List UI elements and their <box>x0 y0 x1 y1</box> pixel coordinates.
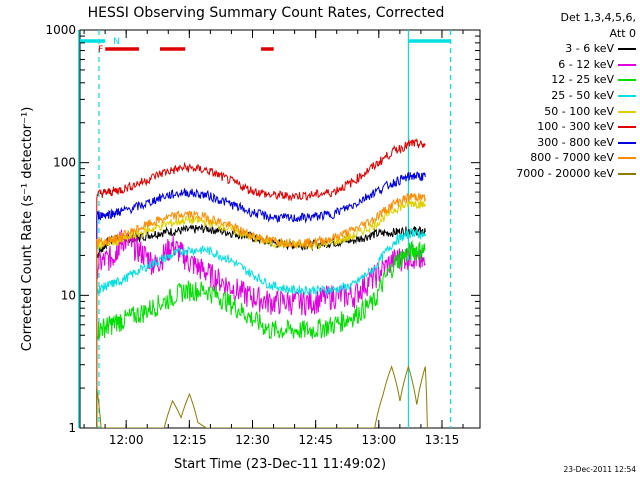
x-tick-label: 13:15 <box>425 433 460 447</box>
y-axis: 1 10 100 1000 <box>45 23 480 435</box>
legend-entry: 50 - 100 keV <box>480 104 636 120</box>
flag-label-N: N <box>113 37 120 47</box>
legend-entry: 6 - 12 keV <box>480 57 636 73</box>
legend-swatch <box>618 94 636 97</box>
legend-label: 50 - 100 keV <box>544 104 614 118</box>
y-tick-label: 1000 <box>45 23 76 37</box>
legend-swatch <box>618 141 636 144</box>
legend-entry: 12 - 25 keV <box>480 72 636 88</box>
series-layer <box>96 138 428 428</box>
series-line-6 <box>96 138 426 428</box>
flag-label-F: F <box>98 45 103 55</box>
x-axis-label: Start Time (23-Dec-11 11:49:02) <box>174 457 386 472</box>
x-tick-label: 13:00 <box>362 433 397 447</box>
x-axis: 12:00 12:15 12:30 12:45 13:00 13:15 <box>83 30 464 447</box>
y-axis-label: Corrected Count Rate (s⁻¹ detector⁻¹) <box>20 107 35 352</box>
flag-bars: FN <box>80 37 451 55</box>
series-line-4 <box>96 227 426 428</box>
plot-timestamp: 23-Dec-2011 12:54 <box>563 465 636 474</box>
legend-swatch <box>618 63 636 66</box>
legend-entry: 100 - 300 keV <box>480 119 636 135</box>
x-tick-label: 12:30 <box>235 433 270 447</box>
legend-label: 6 - 12 keV <box>558 57 614 71</box>
x-tick-label: 12:45 <box>298 433 333 447</box>
series-line-3 <box>96 240 426 428</box>
legend-label: 3 - 6 keV <box>565 42 614 56</box>
x-tick-label: 12:00 <box>109 433 144 447</box>
legend-label: 300 - 800 keV <box>537 135 614 149</box>
legend-entry: 25 - 50 keV <box>480 88 636 104</box>
series-line-8 <box>96 192 426 428</box>
legend-label: 100 - 300 keV <box>537 120 614 134</box>
y-tick-label: 10 <box>61 288 76 302</box>
series-line-1 <box>96 223 426 428</box>
legend-swatch <box>618 48 636 51</box>
legend-entry: 800 - 7000 keV <box>480 150 636 166</box>
legend-label: 7000 - 20000 keV <box>516 166 614 180</box>
legend: Det 1,3,4,5,6, Att 0 3 - 6 keV 6 - 12 keV… <box>480 10 636 182</box>
legend-swatch <box>618 110 636 113</box>
legend-detectors: Det 1,3,4,5,6, <box>560 11 636 24</box>
time-markers <box>78 30 452 428</box>
legend-swatch <box>618 157 636 160</box>
y-tick-label: 100 <box>53 156 76 170</box>
chart-title: HESSI Observing Summary Count Rates, Cor… <box>88 5 445 21</box>
legend-label: 25 - 50 keV <box>551 88 614 102</box>
legend-swatch <box>618 79 636 82</box>
series-line-5 <box>96 198 426 428</box>
series-line-9 <box>96 364 428 428</box>
legend-attenuator: Att 0 <box>609 26 636 40</box>
legend-entry: 7000 - 20000 keV <box>480 166 636 182</box>
legend-entry: 3 - 6 keV <box>480 41 636 57</box>
series-line-2 <box>96 229 426 428</box>
legend-entry: 300 - 800 keV <box>480 135 636 151</box>
legend-label: 800 - 7000 keV <box>530 151 614 165</box>
x-tick-label: 12:15 <box>172 433 207 447</box>
series-line-7 <box>96 171 426 428</box>
legend-swatch <box>618 126 636 129</box>
legend-swatch <box>618 172 636 175</box>
y-tick-label: 1 <box>68 421 76 435</box>
legend-label: 12 - 25 keV <box>551 73 614 87</box>
